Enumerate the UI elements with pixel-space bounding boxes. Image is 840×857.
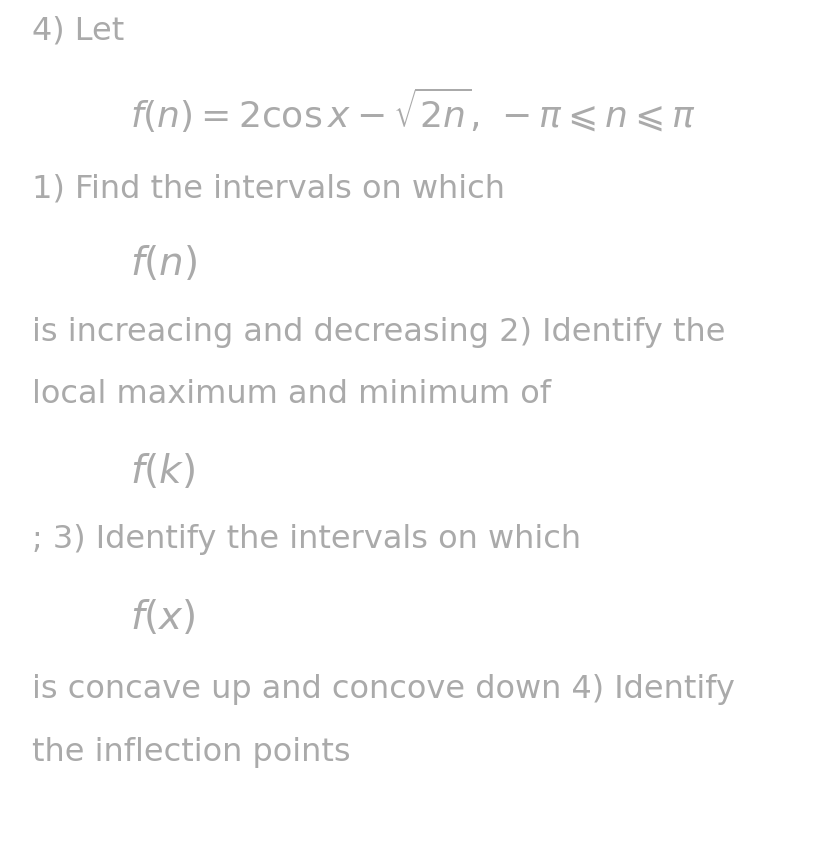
Text: $f(n) = 2\cos x - \sqrt{2n},\,-\pi \leqslant n \leqslant \pi$: $f(n) = 2\cos x - \sqrt{2n},\,-\pi \leqs… xyxy=(130,86,696,135)
Text: 1) Find the intervals on which: 1) Find the intervals on which xyxy=(32,173,505,204)
Text: ; 3) Identify the intervals on which: ; 3) Identify the intervals on which xyxy=(32,524,581,555)
Text: $f(k)$: $f(k)$ xyxy=(130,452,196,492)
Text: local maximum and minimum of: local maximum and minimum of xyxy=(32,379,551,410)
Text: $f(x)$: $f(x)$ xyxy=(130,598,196,638)
Text: 4) Let: 4) Let xyxy=(32,15,124,46)
Text: the inflection points: the inflection points xyxy=(32,737,350,768)
Text: $f(n)$: $f(n)$ xyxy=(130,244,197,284)
Text: is increacing and decreasing 2) Identify the: is increacing and decreasing 2) Identify… xyxy=(32,317,726,348)
Text: is concave up and concove down 4) Identify: is concave up and concove down 4) Identi… xyxy=(32,674,735,705)
